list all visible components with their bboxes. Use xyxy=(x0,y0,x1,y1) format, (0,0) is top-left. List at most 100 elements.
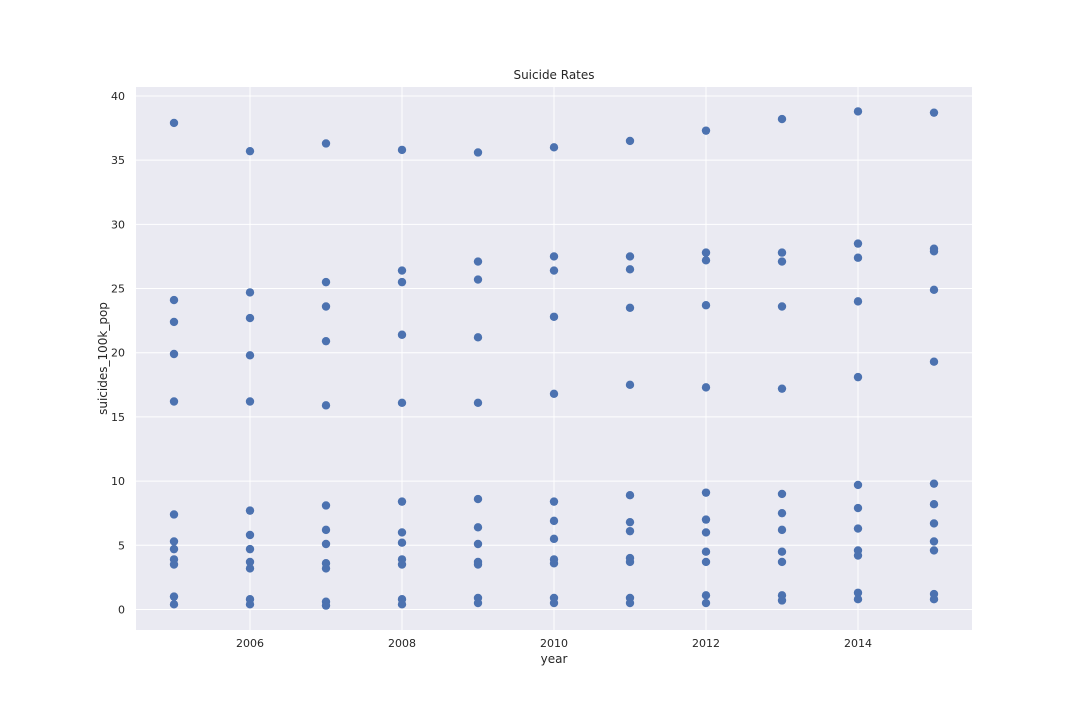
scatter-point xyxy=(777,114,787,124)
scatter-point xyxy=(777,547,787,556)
scatter-point xyxy=(321,336,331,346)
grid-lines xyxy=(136,87,972,630)
scatter-point xyxy=(397,538,407,547)
scatter-point xyxy=(473,539,483,549)
scatter-point xyxy=(625,557,635,567)
scatter-point xyxy=(549,266,559,275)
scatter-point xyxy=(853,588,863,597)
data-points xyxy=(169,107,939,610)
scatter-point xyxy=(929,247,939,256)
scatter-point xyxy=(473,560,483,569)
scatter-point xyxy=(701,528,711,537)
y-axis-label: suicides_100k_pop xyxy=(96,302,110,415)
scatter-point xyxy=(473,398,483,407)
scatter-point xyxy=(473,333,483,342)
scatter-point xyxy=(397,528,407,537)
scatter-point xyxy=(777,489,787,499)
scatter-point xyxy=(245,146,255,156)
scatter-point xyxy=(321,539,331,549)
scatter-point xyxy=(397,277,407,287)
scatter-point xyxy=(397,398,407,407)
scatter-point xyxy=(701,126,711,135)
scatter-point xyxy=(853,551,863,560)
scatter-point xyxy=(169,317,179,327)
scatter-point xyxy=(701,488,711,497)
scatter-point xyxy=(853,594,863,604)
scatter-point xyxy=(245,397,255,406)
scatter-point xyxy=(549,598,559,608)
scatter-point xyxy=(169,349,179,359)
scatter-point xyxy=(245,351,255,360)
x-tick-label: 2014 xyxy=(844,637,872,650)
scatter-point xyxy=(549,312,559,321)
scatter-point xyxy=(245,557,255,567)
scatter-point xyxy=(549,497,559,506)
scatter-point xyxy=(321,302,331,311)
scatter-point xyxy=(245,544,255,554)
x-axis-ticks: 2006 2008 2010 2012 2014 xyxy=(236,637,872,650)
x-tick-label: 2010 xyxy=(540,637,568,650)
scatter-point xyxy=(321,501,331,510)
scatter-point xyxy=(777,557,787,567)
scatter-point xyxy=(777,525,787,535)
scatter-point xyxy=(397,145,407,155)
y-tick-label: 5 xyxy=(118,539,125,552)
scatter-point xyxy=(853,524,863,533)
scatter-point xyxy=(169,295,179,305)
scatter-point xyxy=(625,136,635,146)
scatter-point xyxy=(701,598,711,608)
scatter-point xyxy=(777,248,787,257)
scatter-point xyxy=(929,357,939,366)
scatter-point xyxy=(853,107,863,116)
scatter-point xyxy=(321,525,331,535)
scatter-point xyxy=(397,330,407,339)
scatter-point xyxy=(625,265,635,274)
scatter-point xyxy=(549,389,559,399)
scatter-point xyxy=(625,252,635,261)
scatter-point xyxy=(777,596,787,605)
scatter-point xyxy=(321,277,331,287)
scatter-point xyxy=(549,534,559,544)
scatter-point xyxy=(549,516,559,526)
scatter-point xyxy=(929,479,939,488)
scatter-point xyxy=(397,600,407,609)
scatter-point xyxy=(549,252,559,261)
scatter-point xyxy=(473,257,483,266)
scatter-point xyxy=(169,397,179,406)
scatter-point xyxy=(929,546,939,555)
scatter-point xyxy=(245,600,255,609)
scatter-point xyxy=(549,143,559,152)
scatter-point xyxy=(473,494,483,504)
x-tick-label: 2006 xyxy=(236,637,264,650)
scatter-point xyxy=(777,508,787,518)
scatter-point xyxy=(929,594,939,604)
scatter-point xyxy=(929,537,939,546)
scatter-point xyxy=(701,248,711,257)
scatter-point xyxy=(853,480,863,490)
scatter-point xyxy=(701,301,711,310)
scatter-point xyxy=(853,239,863,248)
scatter-point xyxy=(929,108,939,117)
y-tick-label: 0 xyxy=(118,603,125,616)
scatter-point xyxy=(169,544,179,554)
y-tick-label: 25 xyxy=(111,283,125,296)
scatter-point xyxy=(701,515,711,524)
scatter-point xyxy=(549,559,559,568)
scatter-point xyxy=(321,601,331,610)
scatter-point xyxy=(625,598,635,608)
scatter-point xyxy=(625,526,635,536)
x-tick-label: 2012 xyxy=(692,637,720,650)
scatter-point xyxy=(321,401,331,410)
scatter-point xyxy=(473,598,483,608)
scatter-point xyxy=(777,384,787,393)
y-tick-label: 10 xyxy=(111,475,125,488)
scatter-point xyxy=(777,257,787,266)
scatter-point xyxy=(473,523,483,532)
scatter-point xyxy=(321,139,331,148)
scatter-point xyxy=(245,313,255,323)
y-tick-label: 30 xyxy=(111,218,125,231)
scatter-point xyxy=(245,288,255,297)
scatter-point xyxy=(473,275,483,284)
scatter-point xyxy=(701,383,711,392)
